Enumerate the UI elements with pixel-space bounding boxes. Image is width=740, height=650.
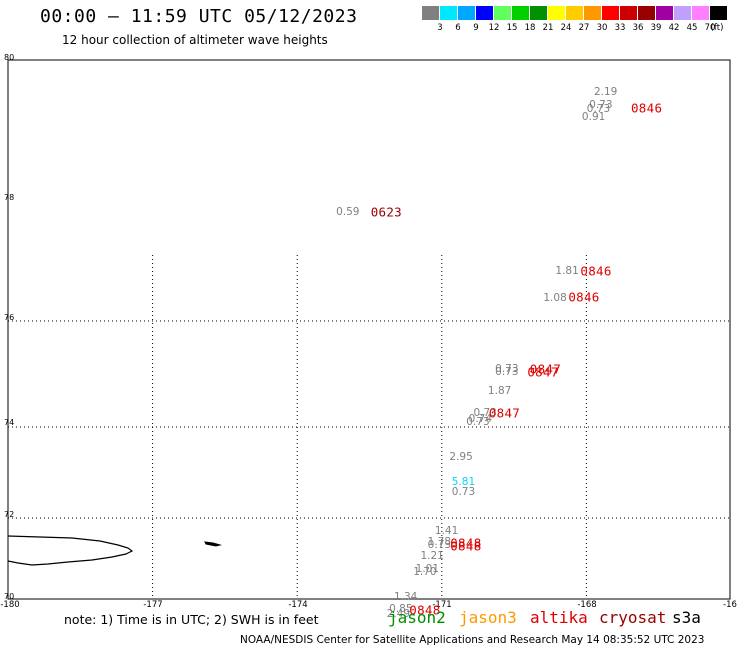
lat-label-76: 76 xyxy=(4,313,15,322)
scale-label: 12 xyxy=(488,23,500,33)
pass-time-label: 0847 xyxy=(527,364,559,380)
wave-height-value: 5.81 xyxy=(451,476,476,489)
wave-height-value: 0.73 xyxy=(495,362,519,375)
lon-label-174: -174 xyxy=(288,600,308,610)
scale-swatch xyxy=(566,6,583,20)
chart-subtitle: 12 hour collection of altimeter wave hei… xyxy=(62,33,328,47)
scale-swatch xyxy=(458,6,475,20)
pass-time-label: 0847 xyxy=(529,361,562,377)
wave-height-value: 0.59 xyxy=(336,205,360,218)
wave-height-value: 0.73 xyxy=(473,406,497,419)
satellite-altika: altika xyxy=(530,608,588,627)
scale-unit-label: (ft) xyxy=(710,23,724,33)
pass-time-label: 0848 xyxy=(409,602,441,618)
scale-swatch xyxy=(584,6,601,20)
wave-height-value: 0.73 xyxy=(586,102,611,115)
satellite-s3a: s3a xyxy=(672,608,701,627)
scale-swatch xyxy=(620,6,637,20)
lon-label-165: -16 xyxy=(723,600,737,610)
wave-height-value: 1.41 xyxy=(434,524,459,537)
scale-swatch xyxy=(710,6,727,20)
scale-swatch xyxy=(512,6,529,20)
map-frame xyxy=(7,59,731,600)
scale-swatch xyxy=(602,6,619,20)
credit-line: NOAA/NESDIS Center for Satellite Applica… xyxy=(240,634,705,646)
wave-height-value: 1.78 xyxy=(427,535,452,548)
pass-time-label: 0846 xyxy=(568,289,600,305)
wave-height-value: 0.91 xyxy=(581,110,606,123)
scale-label: 30 xyxy=(596,23,608,33)
scale-swatch xyxy=(548,6,565,20)
lon-label-171: -171 xyxy=(432,600,452,610)
wave-height-value: 1.70 xyxy=(413,565,437,578)
pass-time-label: 0848 xyxy=(450,535,482,551)
wave-height-value: 2.19 xyxy=(593,85,618,98)
wave-height-value: 1.08 xyxy=(543,291,567,304)
scale-label: 24 xyxy=(560,23,572,33)
scale-label: 36 xyxy=(632,23,644,33)
wave-height-value: 2.95 xyxy=(449,451,473,464)
wave-height-value: 2.49 xyxy=(386,607,411,620)
pass-time-label: 0623 xyxy=(370,204,403,220)
chart-title: 00:00 – 11:59 UTC 05/12/2023 xyxy=(40,6,358,27)
scale-label: 27 xyxy=(578,23,590,33)
pass-time-label: 0846 xyxy=(580,263,612,279)
scale-swatch xyxy=(530,6,547,20)
coastline xyxy=(7,535,222,566)
wave-height-color-scale: 3 6 9 12 15 18 21 24 27 30 33 36 39 42 45 70 (ft) xyxy=(422,6,728,34)
pass-time-label: 0848 xyxy=(450,538,482,554)
wave-height-value: 0.73 xyxy=(589,98,613,111)
scale-label: 39 xyxy=(650,23,662,33)
wave-height-value: 1.87 xyxy=(487,384,512,397)
lat-label-78: 78 xyxy=(4,193,15,202)
scale-swatch xyxy=(494,6,511,20)
wave-height-value: 0.85 xyxy=(389,602,413,615)
scale-label: 15 xyxy=(506,23,518,33)
satellite-cryosat: cryosat xyxy=(599,608,667,627)
wrangel-island-outline xyxy=(7,535,134,566)
wave-height-value: 1.21 xyxy=(420,550,444,563)
units-note: note: 1) Time is in UTC; 2) SWH is in fe… xyxy=(64,612,319,627)
scale-swatch xyxy=(422,6,439,20)
scale-swatch xyxy=(674,6,691,20)
pass-time-label: 0847 xyxy=(488,405,521,421)
herald-island-outline xyxy=(204,541,222,547)
scale-swatch xyxy=(692,6,709,20)
scale-label: 3 xyxy=(437,23,443,33)
lon-label-168: -168 xyxy=(577,600,597,610)
wave-height-value: 1.34 xyxy=(393,590,418,603)
lon-label-177: -177 xyxy=(143,600,163,610)
scale-label: 42 xyxy=(668,23,680,33)
lat-label-70: 70 xyxy=(4,592,15,601)
wave-height-value: 0.73 xyxy=(495,365,519,378)
scale-swatch xyxy=(440,6,457,20)
pass-time-label: 0846 xyxy=(630,100,663,116)
lon-label-180: -180 xyxy=(0,600,20,610)
scale-swatch xyxy=(476,6,493,20)
satellite-jason2: jason2 xyxy=(388,608,446,627)
lat-label-80: 80 xyxy=(4,53,15,62)
wave-height-value: 0.73 xyxy=(451,485,476,498)
scale-label: 6 xyxy=(455,23,461,33)
scale-label: 33 xyxy=(614,23,626,33)
wave-height-value: 0.74 xyxy=(468,413,493,426)
satellite-jason3: jason3 xyxy=(459,608,517,627)
wave-height-value: 1.81 xyxy=(555,264,579,277)
scale-label: 45 xyxy=(686,23,698,33)
scale-label: 70 xyxy=(704,23,716,33)
scale-swatch xyxy=(656,6,673,20)
graticule-grid xyxy=(8,255,730,599)
lat-label-74: 74 xyxy=(4,418,15,427)
wave-height-value: 0.73 xyxy=(427,539,452,552)
scale-label: 21 xyxy=(542,23,554,33)
wave-height-value: 0.73 xyxy=(466,415,490,428)
lat-label-72: 72 xyxy=(4,510,15,519)
scale-label: 9 xyxy=(473,23,479,33)
wave-height-value: 1.01 xyxy=(415,562,440,575)
scale-swatch xyxy=(638,6,655,20)
scale-label: 18 xyxy=(524,23,536,33)
